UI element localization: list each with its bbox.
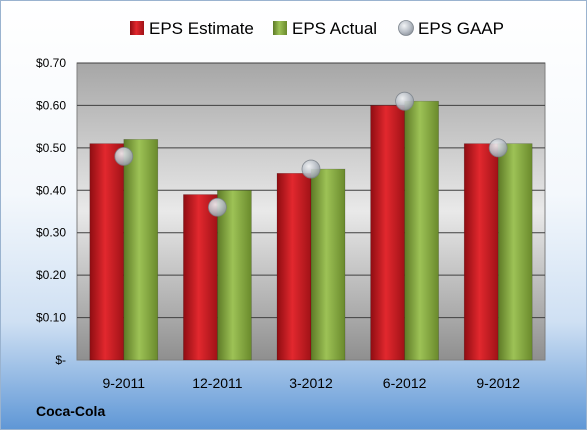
marker-eps-gaap (301, 159, 321, 179)
bar-eps-estimate (370, 105, 405, 361)
y-tick-label: $0.40 (36, 183, 66, 197)
marker-eps-gaap (114, 146, 134, 166)
x-tick-label: 6-2012 (383, 375, 427, 391)
legend-label-eps-estimate: EPS Estimate (149, 19, 254, 38)
marker-eps-gaap (207, 197, 227, 217)
y-tick-label: $0.10 (36, 311, 66, 325)
y-tick-label: $0.20 (36, 268, 66, 282)
bar-eps-actual (497, 143, 533, 361)
bar-eps-estimate (89, 143, 125, 361)
bar-eps-actual (217, 189, 252, 361)
legend-swatch-eps-gaap (398, 20, 414, 36)
x-tick-label: 9-2012 (476, 375, 520, 391)
x-tick-label: 9-2011 (103, 375, 146, 391)
marker-eps-gaap (395, 91, 415, 111)
bar-eps-actual (310, 168, 346, 361)
y-axis: $- $0.10 $0.20 $0.30 $0.40 $0.50 $0.60 $0.70 (36, 56, 66, 367)
legend-swatch-eps-actual (273, 21, 287, 35)
y-tick-label: $0.50 (36, 141, 66, 155)
bar-eps-actual (404, 100, 439, 361)
x-tick-label: 12-2011 (192, 375, 243, 391)
marker-eps-gaap (488, 138, 508, 158)
gaap-markers (114, 91, 508, 217)
company-label: Coca-Cola (36, 403, 106, 419)
legend-swatch-eps-estimate (130, 21, 144, 35)
bar-eps-estimate (463, 143, 499, 361)
legend-label-eps-actual: EPS Actual (292, 19, 377, 38)
legend: EPS Estimate EPS Actual EPS GAAP (130, 19, 504, 38)
bar-eps-estimate (276, 173, 312, 361)
bar-eps-estimate (183, 194, 218, 361)
y-tick-label: $- (55, 353, 66, 367)
y-tick-label: $0.70 (36, 56, 66, 70)
bars (89, 100, 533, 361)
bar-eps-actual (123, 139, 159, 361)
legend-label-eps-gaap: EPS GAAP (418, 19, 504, 38)
x-axis: 9-2011 12-2011 3-2012 6-2012 9-2012 (103, 375, 521, 391)
y-tick-label: $0.60 (36, 98, 66, 112)
y-tick-label: $0.30 (36, 226, 66, 240)
x-tick-label: 3-2012 (289, 375, 333, 391)
